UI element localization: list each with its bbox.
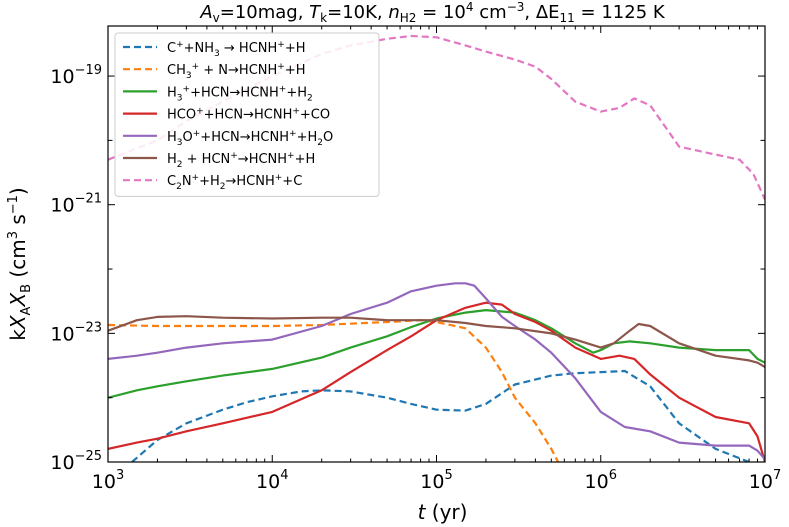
series-line-6	[108, 315, 765, 368]
legend-label: HCO++HCN→HCNH++CO	[167, 107, 330, 123]
chart-title: Av=10mag, Tk=10K, nH2 = 104 cm−3, ΔE11 =…	[199, 0, 666, 25]
x-tick-label: 107	[749, 468, 781, 493]
legend-label: H2 + HCN+→HCNH++H	[167, 151, 315, 170]
x-tick-label: 105	[420, 468, 452, 493]
plot-area	[107, 25, 766, 463]
legend-label: H3O++HCN→HCNH++H2O	[167, 129, 333, 148]
y-tick-label: 10−19	[50, 63, 102, 88]
series-line-5	[108, 282, 765, 461]
title-text: Av=10mag, Tk=10K, nH2 = 104 cm−3, ΔE11 =…	[199, 0, 666, 25]
axis-ticks: 103 104 105 106 107 10−25 10−23 10−21 10−19	[50, 26, 781, 493]
x-tick-label: 104	[256, 468, 288, 493]
legend: C++NH3 → HCNH++H CH3+ + N→HCNH++H H3++HCN→…	[114, 32, 380, 197]
series-line-2	[108, 319, 560, 462]
x-axis-label: t (yr)	[418, 500, 468, 524]
legend-label: C2N++H2→HCNH++C	[167, 173, 302, 192]
series-line-3	[108, 309, 765, 399]
y-tick-label: 10−23	[50, 320, 102, 345]
legend-label: H3++HCN→HCNH++H2	[167, 84, 313, 103]
series-line-1	[131, 369, 750, 462]
x-axis-label-text: t (yr)	[418, 500, 468, 524]
series-line-7	[108, 34, 765, 201]
y-tick-label: 10−21	[50, 192, 102, 217]
y-tick-label: 10−25	[50, 449, 102, 474]
legend-label: CH3+ + N→HCNH++H	[167, 62, 306, 81]
x-tick-label: 106	[585, 468, 617, 493]
legend-box	[114, 32, 380, 197]
y-axis-label-text: kXAXB (cm3 s−1)	[6, 187, 34, 341]
x-tick-label: 103	[92, 468, 124, 493]
y-axis-label: kXAXB (cm3 s−1)	[6, 187, 34, 341]
series-line-4	[108, 301, 765, 462]
legend-label: C++NH3 → HCNH++H	[167, 40, 306, 59]
